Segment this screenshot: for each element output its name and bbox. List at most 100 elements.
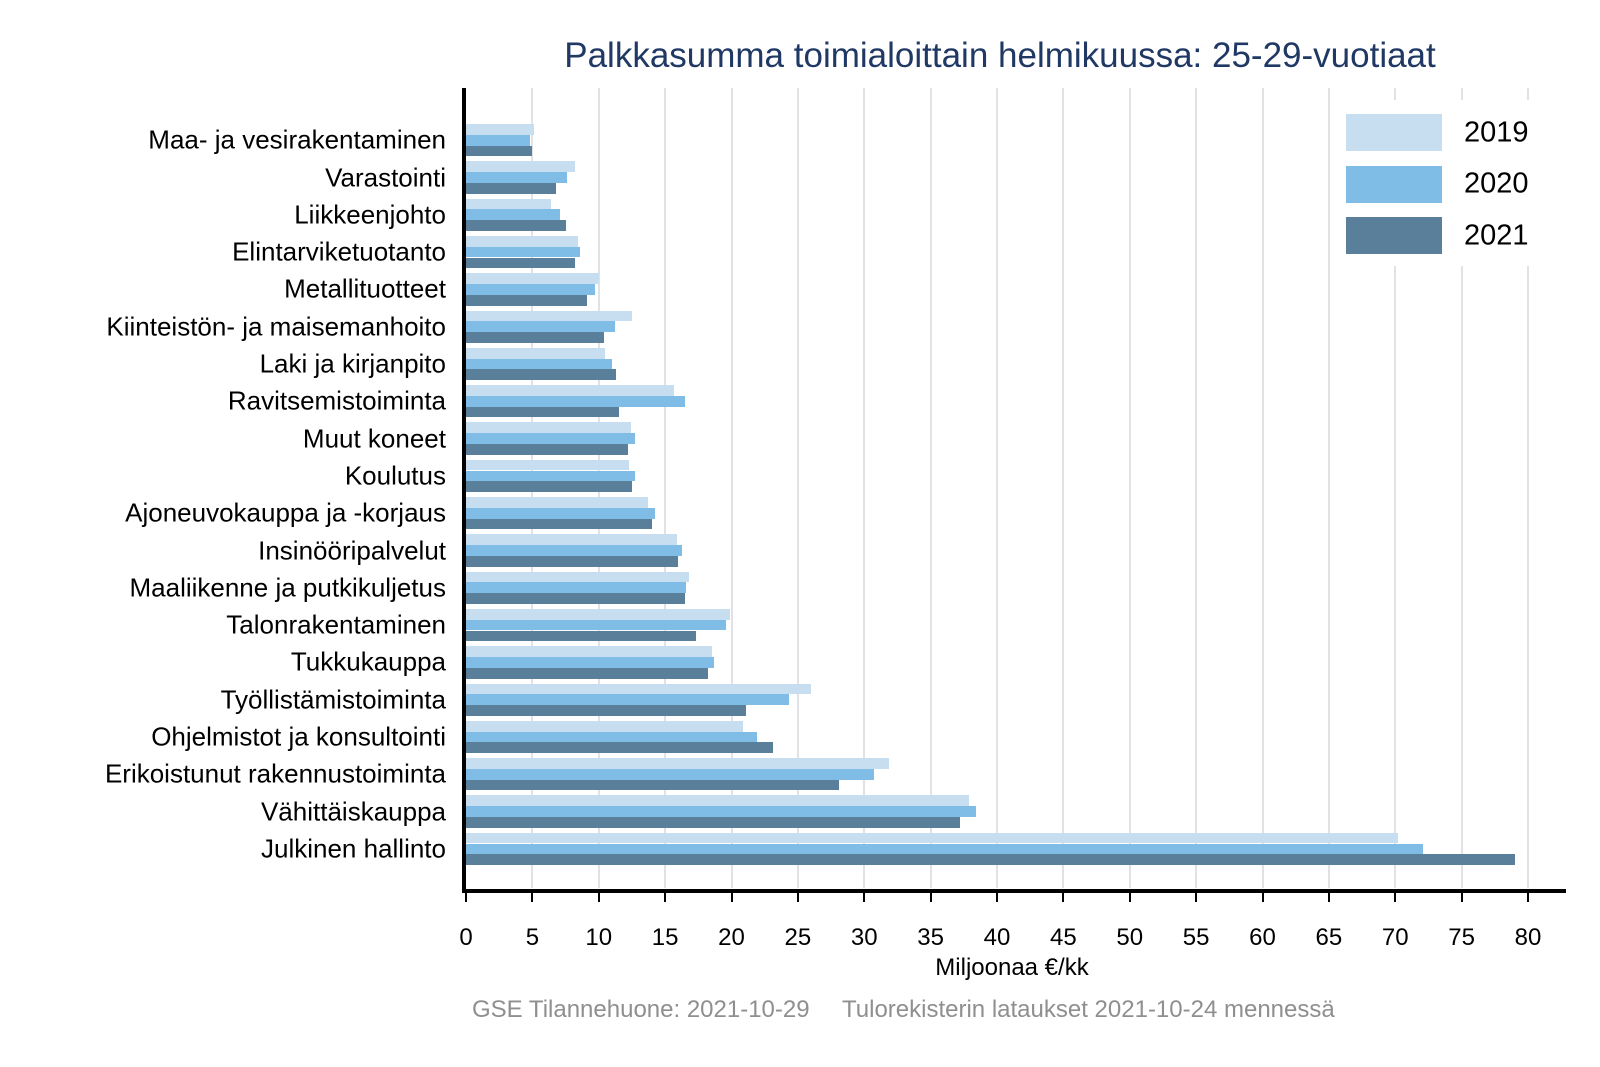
x-tick-label-0: 0 <box>459 924 473 951</box>
x-tick-75 <box>1460 893 1463 902</box>
bar-2020-20 <box>466 843 1424 855</box>
category-axis-labels: Maa- ja vesirakentaminen Varastointi Liikk… <box>0 88 452 888</box>
gridlines-layer <box>466 88 1546 888</box>
category-label-9: Muut koneet <box>302 423 446 454</box>
bar-2019-16 <box>466 683 812 695</box>
bar-2021-15 <box>466 667 708 679</box>
category-label-6: Kiinteistön- ja maisemanhoito <box>106 311 446 342</box>
x-tick-30 <box>863 893 866 902</box>
category-label-17: Ohjelmistot ja konsultointi <box>151 721 446 752</box>
x-tick-label-55: 55 <box>1182 924 1210 951</box>
legend-label-2021: 2021 <box>1464 219 1529 251</box>
gridline-x-35 <box>929 88 932 888</box>
gridline-x-60 <box>1261 88 1264 888</box>
x-tick-70 <box>1394 893 1397 902</box>
bar-2019-5 <box>466 273 599 284</box>
bar-2020-1 <box>466 134 530 146</box>
bar-2021-5 <box>466 294 587 306</box>
bar-2021-4 <box>466 257 575 269</box>
bar-2021-19 <box>466 817 960 828</box>
category-label-12: Insinööripalvelut <box>258 535 446 565</box>
x-axis-line <box>462 889 1566 893</box>
category-label-14: Talonrakentaminen <box>226 609 446 640</box>
bar-2020-6 <box>466 321 615 333</box>
category-label-18: Erikoistunut rakennustoiminta <box>104 758 446 789</box>
x-tick-label-25: 25 <box>784 924 812 951</box>
bar-2019-11 <box>466 497 648 508</box>
bar-2020-19 <box>466 806 976 817</box>
bar-2021-12 <box>466 555 679 567</box>
bar-2019-12 <box>466 534 678 546</box>
bar-2020-9 <box>466 433 635 444</box>
bar-2021-10 <box>466 481 632 493</box>
bar-2019-17 <box>466 720 744 732</box>
gridline-x-40 <box>996 88 998 888</box>
bar-2019-18 <box>466 758 890 769</box>
bar-2020-14 <box>466 619 727 631</box>
x-tick-55 <box>1195 893 1198 902</box>
bar-2021-9 <box>466 444 628 455</box>
x-tick-15 <box>664 893 667 902</box>
bar-2019-4 <box>466 235 578 247</box>
x-tick-45 <box>1062 893 1065 902</box>
bar-2020-17 <box>466 731 757 743</box>
gridline-x-25 <box>796 88 799 888</box>
bar-2021-14 <box>466 630 696 642</box>
category-label-4: Elintarviketuotanto <box>232 236 446 267</box>
category-label-15: Tukkukauppa <box>290 646 446 677</box>
bar-2019-1 <box>466 124 534 135</box>
bar-2020-7 <box>466 358 613 370</box>
bar-2019-20 <box>466 832 1398 844</box>
category-label-10: Koulutus <box>344 460 446 491</box>
x-tick-label-10: 10 <box>585 924 613 951</box>
bar-2020-8 <box>466 395 686 407</box>
bar-2020-18 <box>466 768 874 780</box>
legend-label-2020: 2020 <box>1464 167 1529 200</box>
x-tick-35 <box>929 893 932 902</box>
category-label-19: Vähittäiskauppa <box>260 796 446 827</box>
x-tick-label-50: 50 <box>1116 924 1144 951</box>
gridline-x-15 <box>664 88 667 888</box>
gridline-x-30 <box>863 88 866 888</box>
category-label-16: Työllistämistoiminta <box>220 684 446 715</box>
bar-2021-18 <box>466 779 840 791</box>
gridline-x-45 <box>1062 88 1065 888</box>
y-axis-line <box>462 88 466 893</box>
x-tick-label-35: 35 <box>917 924 944 951</box>
legend-label-2019: 2019 <box>1464 116 1529 148</box>
legend-swatch-2021 <box>1346 217 1442 254</box>
x-tick-5 <box>531 893 534 902</box>
footer-update-note: Tulorekisterin lataukset 2021-10-24 menn… <box>842 996 1335 1023</box>
bar-2019-2 <box>466 161 575 173</box>
bar-2020-13 <box>466 582 687 594</box>
x-tick-label-70: 70 <box>1381 924 1409 951</box>
gridline-x-20 <box>730 88 733 888</box>
bar-2019-6 <box>466 310 632 322</box>
category-label-2: Varastointi <box>325 162 446 192</box>
bar-2021-11 <box>466 518 652 530</box>
bar-2019-8 <box>466 385 675 396</box>
category-label-7: Laki ja kirjanpito <box>259 348 446 379</box>
x-tick-40 <box>996 893 998 902</box>
bar-2021-17 <box>466 742 773 754</box>
bar-2020-4 <box>466 246 581 258</box>
gridline-x-80 <box>1527 88 1529 888</box>
bar-2020-10 <box>466 470 635 482</box>
bar-2019-15 <box>466 646 712 657</box>
x-tick-label-75: 75 <box>1448 924 1475 951</box>
bar-2021-3 <box>466 220 566 231</box>
bar-2021-8 <box>466 406 619 418</box>
bar-2020-3 <box>466 209 561 221</box>
x-tick-0 <box>465 893 467 902</box>
x-tick-label-60: 60 <box>1249 924 1276 951</box>
category-label-1: Maa- ja vesirakentaminen <box>148 124 446 155</box>
bar-2021-7 <box>466 369 616 381</box>
category-label-3: Liikkeenjohto <box>294 199 446 230</box>
category-label-5: Metallituotteet <box>284 273 446 304</box>
bar-2020-5 <box>466 284 595 295</box>
x-tick-label-45: 45 <box>1050 924 1077 951</box>
x-tick-60 <box>1261 893 1264 902</box>
x-tick-label-65: 65 <box>1315 924 1343 951</box>
bar-2020-16 <box>466 694 789 706</box>
x-tick-label-30: 30 <box>850 924 878 951</box>
